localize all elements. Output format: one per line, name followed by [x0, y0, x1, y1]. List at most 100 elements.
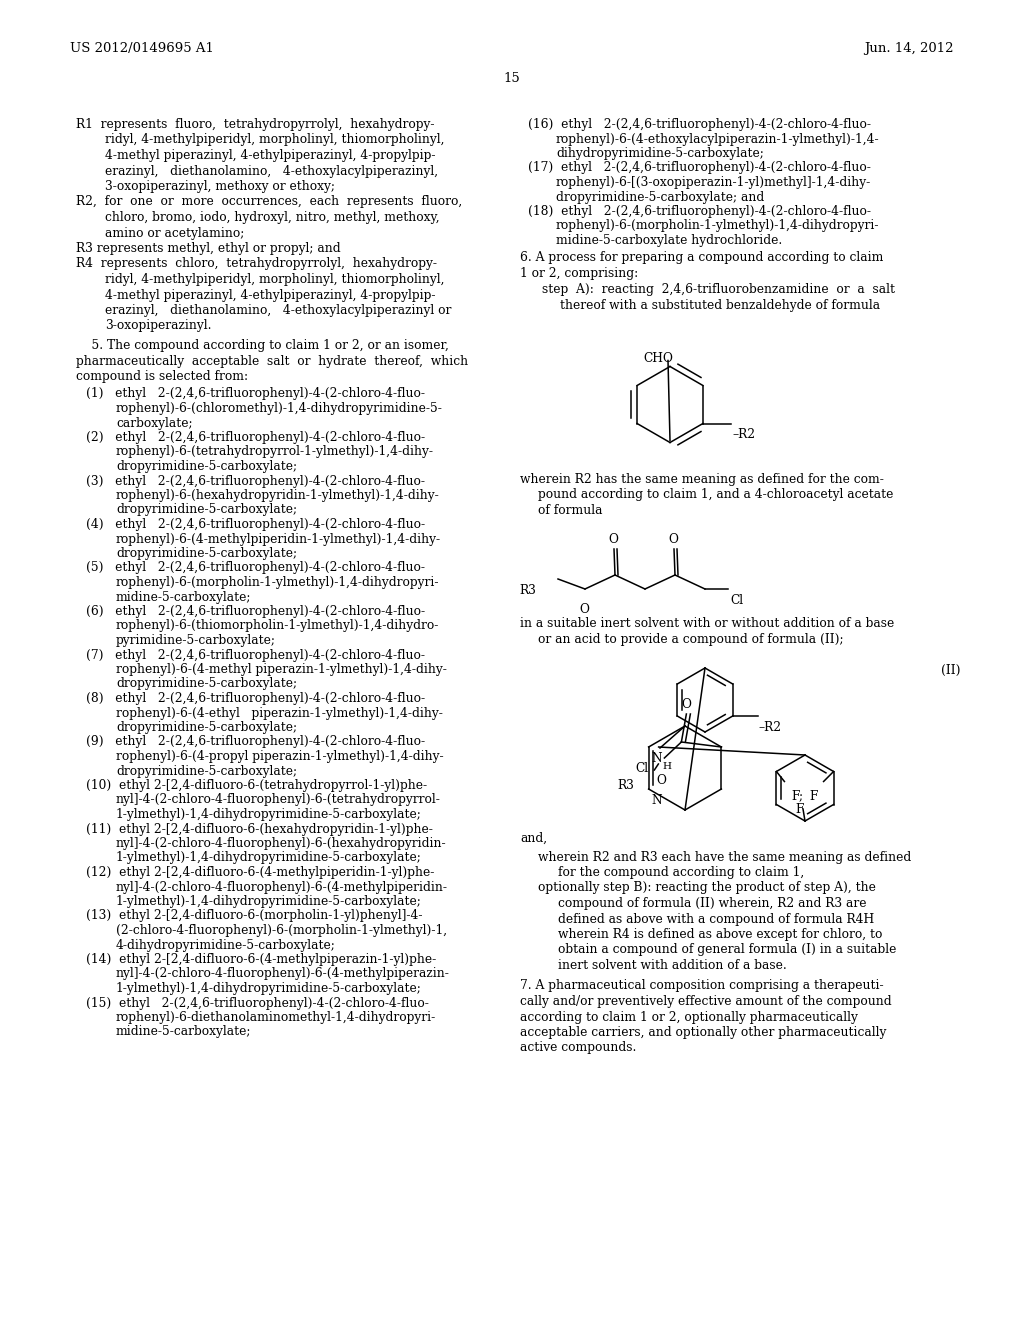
Text: H: H — [663, 762, 672, 771]
Text: dropyrimidine-5-carboxylate; and: dropyrimidine-5-carboxylate; and — [556, 190, 764, 203]
Text: R1  represents  fluoro,  tetrahydropyrrolyl,  hexahydropy-: R1 represents fluoro, tetrahydropyrrolyl… — [76, 117, 434, 131]
Text: 4-dihydropyrimidine-5-carboxylate;: 4-dihydropyrimidine-5-carboxylate; — [116, 939, 336, 952]
Text: dropyrimidine-5-carboxylate;: dropyrimidine-5-carboxylate; — [116, 721, 297, 734]
Text: F: F — [809, 789, 818, 803]
Text: rophenyl)-6-(morpholin-1-ylmethyl)-1,4-dihydropyri-: rophenyl)-6-(morpholin-1-ylmethyl)-1,4-d… — [116, 576, 439, 589]
Text: (II): (II) — [940, 664, 961, 677]
Text: (18)  ethyl   2-(2,4,6-trifluorophenyl)-4-(2-chloro-4-fluo-: (18) ethyl 2-(2,4,6-trifluorophenyl)-4-(… — [528, 205, 871, 218]
Text: pyrimidine-5-carboxylate;: pyrimidine-5-carboxylate; — [116, 634, 276, 647]
Text: rophenyl)-6-(4-propyl piperazin-1-ylmethyl)-1,4-dihy-: rophenyl)-6-(4-propyl piperazin-1-ylmeth… — [116, 750, 443, 763]
Text: 3-oxopiperazinyl.: 3-oxopiperazinyl. — [105, 319, 212, 333]
Text: chloro, bromo, iodo, hydroxyl, nitro, methyl, methoxy,: chloro, bromo, iodo, hydroxyl, nitro, me… — [105, 211, 439, 224]
Text: (16)  ethyl   2-(2,4,6-trifluorophenyl)-4-(2-chloro-4-fluo-: (16) ethyl 2-(2,4,6-trifluorophenyl)-4-(… — [528, 117, 871, 131]
Text: R3 represents methyl, ethyl or propyl; and: R3 represents methyl, ethyl or propyl; a… — [76, 242, 341, 255]
Text: 4-methyl piperazinyl, 4-ethylpiperazinyl, 4-propylpip-: 4-methyl piperazinyl, 4-ethylpiperazinyl… — [105, 289, 435, 301]
Text: midine-5-carboxylate;: midine-5-carboxylate; — [116, 1026, 252, 1039]
Text: obtain a compound of general formula (I) in a suitable: obtain a compound of general formula (I)… — [558, 944, 896, 957]
Text: O: O — [579, 603, 589, 616]
Text: rophenyl)-6-(thiomorpholin-1-ylmethyl)-1,4-dihydro-: rophenyl)-6-(thiomorpholin-1-ylmethyl)-1… — [116, 619, 439, 632]
Text: dropyrimidine-5-carboxylate;: dropyrimidine-5-carboxylate; — [116, 459, 297, 473]
Text: nyl]-4-(2-chloro-4-fluorophenyl)-6-(4-methylpiperazin-: nyl]-4-(2-chloro-4-fluorophenyl)-6-(4-me… — [116, 968, 450, 981]
Text: 1-ylmethyl)-1,4-dihydropyrimidine-5-carboxylate;: 1-ylmethyl)-1,4-dihydropyrimidine-5-carb… — [116, 808, 422, 821]
Text: (11)  ethyl 2-[2,4-difluoro-6-(hexahydropyridin-1-yl)phe-: (11) ethyl 2-[2,4-difluoro-6-(hexahydrop… — [86, 822, 433, 836]
Text: (8)   ethyl   2-(2,4,6-trifluorophenyl)-4-(2-chloro-4-fluo-: (8) ethyl 2-(2,4,6-trifluorophenyl)-4-(2… — [86, 692, 425, 705]
Text: N: N — [651, 795, 663, 807]
Text: of formula: of formula — [538, 503, 602, 516]
Text: erazinyl,   diethanolamino,   4-ethoxylacylpiperazinyl or: erazinyl, diethanolamino, 4-ethoxylacylp… — [105, 304, 452, 317]
Text: CHO: CHO — [643, 352, 673, 366]
Text: (5)   ethyl   2-(2,4,6-trifluorophenyl)-4-(2-chloro-4-fluo-: (5) ethyl 2-(2,4,6-trifluorophenyl)-4-(2… — [86, 561, 425, 574]
Text: (3)   ethyl   2-(2,4,6-trifluorophenyl)-4-(2-chloro-4-fluo-: (3) ethyl 2-(2,4,6-trifluorophenyl)-4-(2… — [86, 474, 425, 487]
Text: 1-ylmethyl)-1,4-dihydropyrimidine-5-carboxylate;: 1-ylmethyl)-1,4-dihydropyrimidine-5-carb… — [116, 851, 422, 865]
Text: midine-5-carboxylate hydrochloride.: midine-5-carboxylate hydrochloride. — [556, 234, 782, 247]
Text: pound according to claim 1, and a 4-chloroacetyl acetate: pound according to claim 1, and a 4-chlo… — [538, 488, 893, 502]
Text: (9)   ethyl   2-(2,4,6-trifluorophenyl)-4-(2-chloro-4-fluo-: (9) ethyl 2-(2,4,6-trifluorophenyl)-4-(2… — [86, 735, 425, 748]
Text: 1-ylmethyl)-1,4-dihydropyrimidine-5-carboxylate;: 1-ylmethyl)-1,4-dihydropyrimidine-5-carb… — [116, 982, 422, 995]
Text: compound is selected from:: compound is selected from: — [76, 370, 248, 383]
Text: O: O — [668, 533, 678, 546]
Text: 1 or 2, comprising:: 1 or 2, comprising: — [520, 267, 638, 280]
Text: rophenyl)-6-(morpholin-1-ylmethyl)-1,4-dihydropyri-: rophenyl)-6-(morpholin-1-ylmethyl)-1,4-d… — [556, 219, 880, 232]
Text: –R2: –R2 — [759, 721, 782, 734]
Text: R3: R3 — [617, 779, 635, 792]
Text: rophenyl)-6-(tetrahydropyrrol-1-ylmethyl)-1,4-dihy-: rophenyl)-6-(tetrahydropyrrol-1-ylmethyl… — [116, 446, 434, 458]
Text: 3-oxopiperazinyl, methoxy or ethoxy;: 3-oxopiperazinyl, methoxy or ethoxy; — [105, 180, 335, 193]
Text: and,: and, — [520, 832, 547, 845]
Text: nyl]-4-(2-chloro-4-fluorophenyl)-6-(hexahydropyridin-: nyl]-4-(2-chloro-4-fluorophenyl)-6-(hexa… — [116, 837, 446, 850]
Text: amino or acetylamino;: amino or acetylamino; — [105, 227, 245, 239]
Text: pharmaceutically  acceptable  salt  or  hydrate  thereof,  which: pharmaceutically acceptable salt or hydr… — [76, 355, 468, 367]
Text: dihydropyrimidine-5-carboxylate;: dihydropyrimidine-5-carboxylate; — [556, 147, 764, 160]
Text: –R2: –R2 — [733, 429, 756, 441]
Text: ridyl, 4-methylpiperidyl, morpholinyl, thiomorpholinyl,: ridyl, 4-methylpiperidyl, morpholinyl, t… — [105, 133, 444, 147]
Text: (4)   ethyl   2-(2,4,6-trifluorophenyl)-4-(2-chloro-4-fluo-: (4) ethyl 2-(2,4,6-trifluorophenyl)-4-(2… — [86, 517, 425, 531]
Text: 15: 15 — [504, 73, 520, 84]
Text: in a suitable inert solvent with or without addition of a base: in a suitable inert solvent with or with… — [520, 616, 894, 630]
Text: O: O — [608, 533, 617, 546]
Text: rophenyl)-6-[(3-oxopiperazin-1-yl)methyl]-1,4-dihy-: rophenyl)-6-[(3-oxopiperazin-1-yl)methyl… — [556, 176, 871, 189]
Text: thereof with a substituted benzaldehyde of formula: thereof with a substituted benzaldehyde … — [560, 300, 880, 312]
Text: or an acid to provide a compound of formula (II);: or an acid to provide a compound of form… — [538, 632, 844, 645]
Text: 1-ylmethyl)-1,4-dihydropyrimidine-5-carboxylate;: 1-ylmethyl)-1,4-dihydropyrimidine-5-carb… — [116, 895, 422, 908]
Text: inert solvent with addition of a base.: inert solvent with addition of a base. — [558, 960, 786, 972]
Text: (14)  ethyl 2-[2,4-difluoro-6-(4-methylpiperazin-1-yl)phe-: (14) ethyl 2-[2,4-difluoro-6-(4-methylpi… — [86, 953, 436, 966]
Text: midine-5-carboxylate;: midine-5-carboxylate; — [116, 590, 252, 603]
Text: wherein R2 has the same meaning as defined for the com-: wherein R2 has the same meaning as defin… — [520, 473, 884, 486]
Text: optionally step B): reacting the product of step A), the: optionally step B): reacting the product… — [538, 882, 876, 895]
Text: (2-chloro-4-fluorophenyl)-6-(morpholin-1-ylmethyl)-1,: (2-chloro-4-fluorophenyl)-6-(morpholin-1… — [116, 924, 447, 937]
Text: (10)  ethyl 2-[2,4-difluoro-6-(tetrahydropyrrol-1-yl)phe-: (10) ethyl 2-[2,4-difluoro-6-(tetrahydro… — [86, 779, 427, 792]
Text: F;: F; — [792, 789, 804, 803]
Text: 4-methyl piperazinyl, 4-ethylpiperazinyl, 4-propylpip-: 4-methyl piperazinyl, 4-ethylpiperazinyl… — [105, 149, 435, 162]
Text: wherein R4 is defined as above except for chloro, to: wherein R4 is defined as above except fo… — [558, 928, 883, 941]
Text: O: O — [656, 774, 667, 787]
Text: rophenyl)-6-(hexahydropyridin-1-ylmethyl)-1,4-dihy-: rophenyl)-6-(hexahydropyridin-1-ylmethyl… — [116, 488, 439, 502]
Text: nyl]-4-(2-chloro-4-fluorophenyl)-6-(4-methylpiperidin-: nyl]-4-(2-chloro-4-fluorophenyl)-6-(4-me… — [116, 880, 449, 894]
Text: O: O — [681, 698, 691, 711]
Text: carboxylate;: carboxylate; — [116, 417, 193, 429]
Text: Cl: Cl — [730, 594, 743, 607]
Text: R4  represents  chloro,  tetrahydropyrrolyl,  hexahydropy-: R4 represents chloro, tetrahydropyrrolyl… — [76, 257, 437, 271]
Text: rophenyl)-6-(4-ethyl   piperazin-1-ylmethyl)-1,4-dihy-: rophenyl)-6-(4-ethyl piperazin-1-ylmethy… — [116, 706, 442, 719]
Text: wherein R2 and R3 each have the same meaning as defined: wherein R2 and R3 each have the same mea… — [538, 850, 911, 863]
Text: (7)   ethyl   2-(2,4,6-trifluorophenyl)-4-(2-chloro-4-fluo-: (7) ethyl 2-(2,4,6-trifluorophenyl)-4-(2… — [86, 648, 425, 661]
Text: defined as above with a compound of formula R4H: defined as above with a compound of form… — [558, 912, 874, 925]
Text: rophenyl)-6-(4-methylpiperidin-1-ylmethyl)-1,4-dihy-: rophenyl)-6-(4-methylpiperidin-1-ylmethy… — [116, 532, 441, 545]
Text: dropyrimidine-5-carboxylate;: dropyrimidine-5-carboxylate; — [116, 764, 297, 777]
Text: acceptable carriers, and optionally other pharmaceutically: acceptable carriers, and optionally othe… — [520, 1026, 887, 1039]
Text: F: F — [796, 803, 804, 816]
Text: (17)  ethyl   2-(2,4,6-trifluorophenyl)-4-(2-chloro-4-fluo-: (17) ethyl 2-(2,4,6-trifluorophenyl)-4-(… — [528, 161, 870, 174]
Text: rophenyl)-6-(4-ethoxylacylpiperazin-1-ylmethyl)-1,4-: rophenyl)-6-(4-ethoxylacylpiperazin-1-yl… — [556, 132, 880, 145]
Text: compound of formula (II) wherein, R2 and R3 are: compound of formula (II) wherein, R2 and… — [558, 898, 866, 909]
Text: 7. A pharmaceutical composition comprising a therapeuti-: 7. A pharmaceutical composition comprisi… — [520, 979, 884, 993]
Text: active compounds.: active compounds. — [520, 1041, 636, 1055]
Text: Jun. 14, 2012: Jun. 14, 2012 — [864, 42, 954, 55]
Text: 5. The compound according to claim 1 or 2, or an isomer,: 5. The compound according to claim 1 or … — [76, 339, 449, 352]
Text: cally and/or preventively effective amount of the compound: cally and/or preventively effective amou… — [520, 995, 892, 1008]
Text: rophenyl)-6-(4-methyl piperazin-1-ylmethyl)-1,4-dihy-: rophenyl)-6-(4-methyl piperazin-1-ylmeth… — [116, 663, 446, 676]
Text: (12)  ethyl 2-[2,4-difluoro-6-(4-methylpiperidin-1-yl)phe-: (12) ethyl 2-[2,4-difluoro-6-(4-methylpi… — [86, 866, 434, 879]
Text: dropyrimidine-5-carboxylate;: dropyrimidine-5-carboxylate; — [116, 546, 297, 560]
Text: 6. A process for preparing a compound according to claim: 6. A process for preparing a compound ac… — [520, 252, 884, 264]
Text: according to claim 1 or 2, optionally pharmaceutically: according to claim 1 or 2, optionally ph… — [520, 1011, 858, 1023]
Text: dropyrimidine-5-carboxylate;: dropyrimidine-5-carboxylate; — [116, 503, 297, 516]
Text: (2)   ethyl   2-(2,4,6-trifluorophenyl)-4-(2-chloro-4-fluo-: (2) ethyl 2-(2,4,6-trifluorophenyl)-4-(2… — [86, 432, 425, 444]
Text: erazinyl,   diethanolamino,   4-ethoxylacylpiperazinyl,: erazinyl, diethanolamino, 4-ethoxylacylp… — [105, 165, 438, 177]
